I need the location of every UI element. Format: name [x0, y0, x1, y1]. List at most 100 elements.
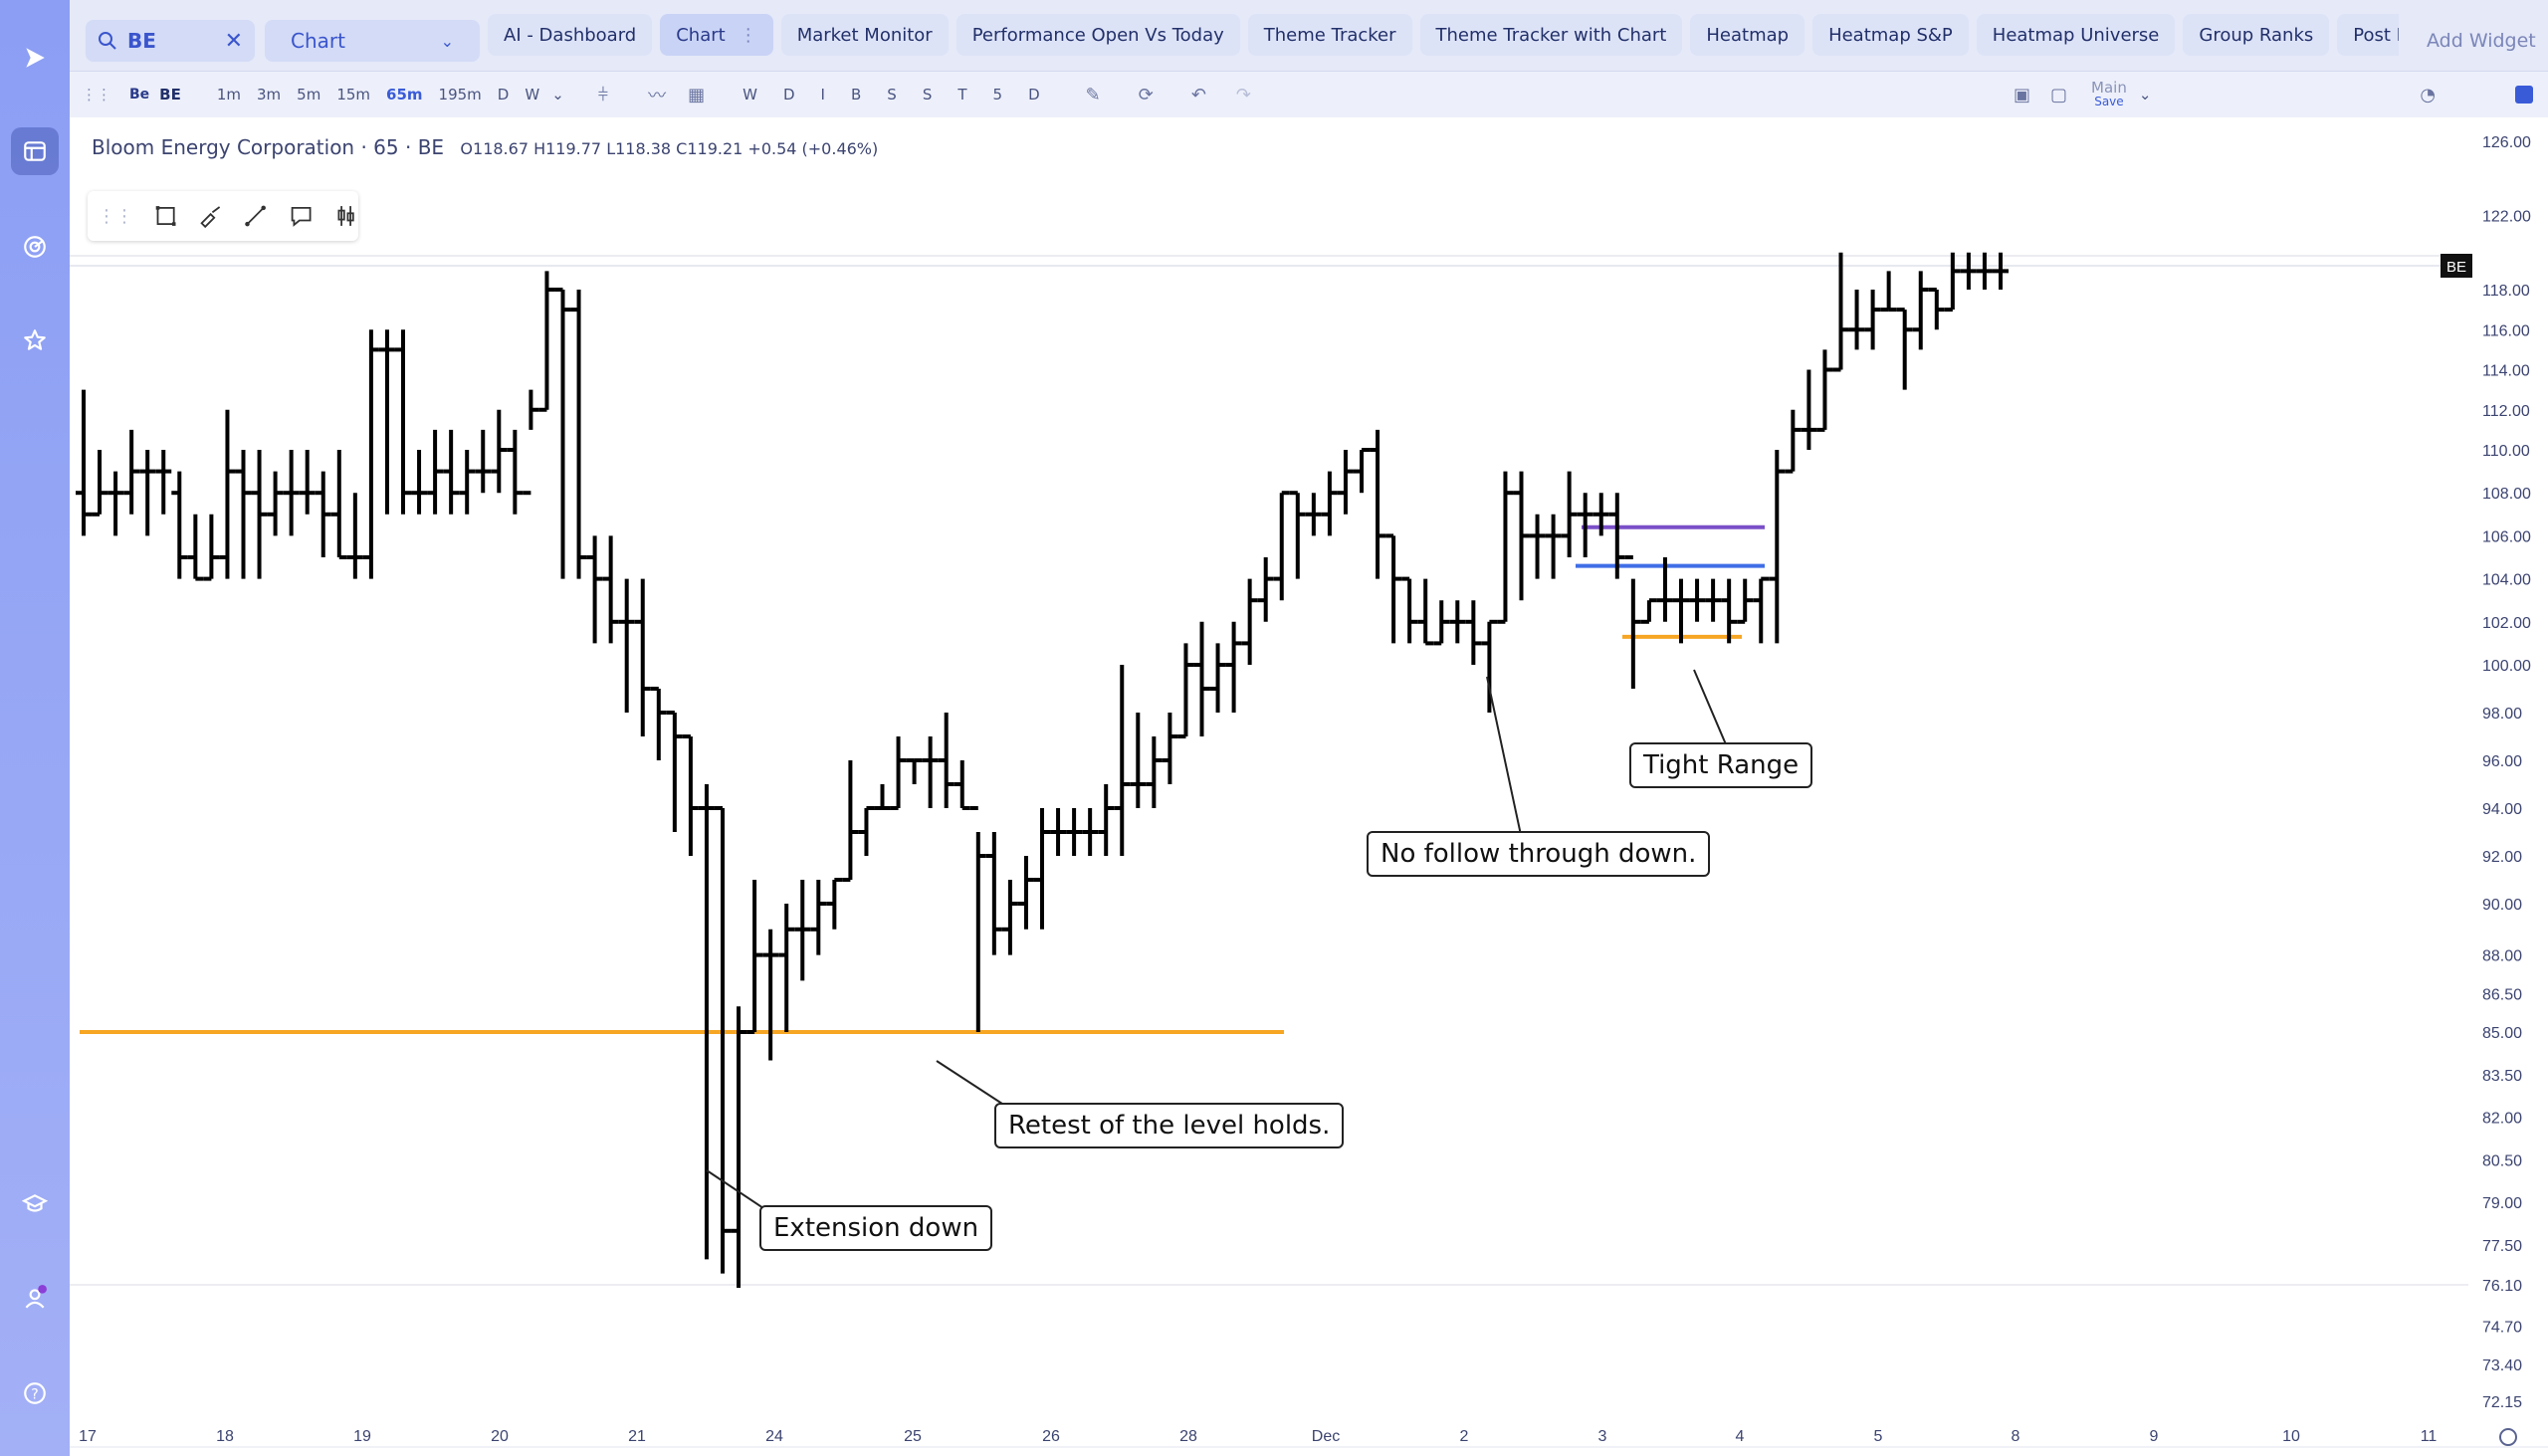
annotation-no-follow-through[interactable]: No follow through down.	[1367, 831, 1711, 877]
tab-market-monitor[interactable]: Market Monitor	[780, 14, 949, 56]
ohlc-bar	[362, 329, 379, 579]
timeframe-W[interactable]: W	[525, 86, 540, 104]
logo-play-icon[interactable]	[11, 34, 59, 82]
callout-tool-icon[interactable]	[289, 202, 314, 230]
ohlc-bar	[906, 758, 923, 784]
ohlc-bar	[778, 904, 795, 1032]
last-price-tag-label: BE	[2446, 259, 2466, 276]
study-toggle-3[interactable]: B	[850, 86, 862, 104]
undo-icon[interactable]: ↶	[1190, 84, 1206, 105]
ohlc-bar	[1449, 600, 1466, 644]
timeframe-5m[interactable]: 5m	[297, 86, 321, 104]
rectangle-tool-icon[interactable]	[153, 202, 178, 230]
ohlc-bar	[1497, 471, 1514, 624]
study-toggle-0[interactable]: W	[743, 86, 757, 104]
bar-type-icon[interactable]: ⫩	[597, 84, 609, 105]
x-tick-label: 18	[216, 1428, 234, 1445]
tab-group-ranks[interactable]: Group Ranks	[2183, 14, 2330, 56]
layout-icon[interactable]: ▣	[2014, 84, 2031, 105]
tab-label: Chart	[676, 24, 726, 46]
clear-search-icon[interactable]: ✕	[224, 28, 243, 54]
ohlc-bar	[315, 471, 331, 557]
y-tick-label: 108.00	[2482, 486, 2531, 503]
ohlc-bar	[602, 535, 619, 644]
study-toggle-5[interactable]: S	[922, 86, 933, 104]
chart-panel[interactable]: 126.00 122.00 118.00 116.00 114.00 112.00 110.…	[70, 117, 2548, 1456]
pencil-icon[interactable]: ✎	[1085, 84, 1101, 105]
annotation-extension-down[interactable]: Extension down	[759, 1205, 993, 1251]
tab-label: Heatmap	[1706, 24, 1790, 46]
study-toggle-1[interactable]: D	[782, 86, 795, 104]
timeframe-D[interactable]: D	[497, 86, 510, 104]
ohlc-bar	[459, 450, 476, 515]
study-toggle-2[interactable]: I	[820, 86, 825, 104]
drag-handle-icon[interactable]: ⋮⋮	[82, 86, 111, 104]
price-chart[interactable]: 126.00 122.00 118.00 116.00 114.00 112.00 110.…	[70, 117, 2548, 1456]
tab-theme-tracker[interactable]: Theme Tracker	[1247, 14, 1412, 56]
ohlc-bar	[1608, 493, 1625, 579]
search-input[interactable]: BE ✕	[86, 20, 255, 62]
help-icon[interactable]: ?	[11, 1369, 59, 1417]
radar-icon[interactable]	[11, 223, 59, 271]
ohlc-bar	[76, 389, 92, 536]
layout-save-group[interactable]: Main Save	[2091, 81, 2127, 109]
timeframe-dropdown-icon[interactable]: ⌄	[551, 86, 564, 104]
x-tick-label: 24	[765, 1428, 783, 1445]
indicators-icon[interactable]: 〰	[648, 86, 667, 106]
dashboard-icon[interactable]	[11, 127, 59, 175]
candles-tool-icon[interactable]	[333, 202, 358, 230]
ohlc-bar	[203, 514, 220, 581]
folder-icon[interactable]: ▢	[2050, 84, 2068, 105]
left-rail: ?	[0, 0, 70, 1456]
redo-icon[interactable]: ↷	[1235, 84, 1251, 105]
study-toggle-8[interactable]: D	[1028, 86, 1040, 104]
timeframe-3m[interactable]: 3m	[257, 86, 282, 104]
tab-ai-dashboard[interactable]: AI - Dashboard	[488, 14, 653, 56]
star-icon[interactable]	[11, 316, 59, 364]
ohlc-bar	[1066, 808, 1083, 856]
brush-tool-icon[interactable]	[198, 202, 223, 230]
trendline-tool-icon[interactable]	[243, 202, 268, 230]
timeframe-65m[interactable]: 65m	[386, 86, 423, 104]
education-icon[interactable]	[11, 1180, 59, 1228]
timeframe-1m[interactable]: 1m	[216, 86, 242, 104]
tab-theme-tracker-with-chart[interactable]: Theme Tracker with Chart	[1419, 14, 1683, 56]
add-widget-button[interactable]: Add Widget 🔔︎	[2409, 20, 2548, 62]
tab-menu-icon[interactable]: ⋮	[739, 24, 757, 46]
tab-heatmap-universe[interactable]: Heatmap Universe	[1976, 14, 2176, 56]
annotation-tight-range[interactable]: Tight Range	[1629, 742, 1813, 788]
tab-post-move[interactable]: Post Move	[2337, 14, 2399, 56]
refresh-icon[interactable]: ⟳	[1138, 84, 1154, 105]
tab-heatmap-s-p[interactable]: Heatmap S&P	[1812, 14, 1969, 56]
replay-icon[interactable]: ◔	[2420, 84, 2437, 105]
drag-handle-icon[interactable]: ⋮⋮	[98, 205, 133, 227]
ohlc-bar	[1785, 409, 1802, 474]
study-toggle-7[interactable]: 5	[992, 86, 1003, 104]
ohlc-bar	[1177, 643, 1194, 738]
tab-performance-open-vs-today[interactable]: Performance Open Vs Today	[956, 14, 1240, 56]
y-tick-label: 106.00	[2482, 528, 2531, 545]
view-mode-select[interactable]: Chart ⌄	[265, 20, 480, 62]
tab-chart[interactable]: Chart ⋮	[660, 14, 773, 56]
settings-gear-icon[interactable]	[2499, 1428, 2517, 1446]
templates-icon[interactable]: ▦	[688, 84, 706, 105]
study-toggle-6[interactable]: T	[957, 86, 967, 104]
save-label[interactable]: Save	[2094, 95, 2124, 108]
annotation-retest[interactable]: Retest of the level holds.	[994, 1103, 1345, 1148]
layout-dropdown-icon[interactable]: ⌄	[2138, 86, 2152, 104]
timeframe-195m[interactable]: 195m	[438, 86, 482, 104]
ohlc-bar	[395, 329, 411, 515]
toolbar-symbol[interactable]: BE	[159, 86, 181, 104]
study-toggle-4[interactable]: S	[887, 86, 897, 104]
fullscreen-icon[interactable]	[2515, 86, 2534, 104]
ohlc-bar	[1769, 450, 1786, 644]
timeframe-15m[interactable]: 15m	[336, 86, 371, 104]
ohlc-bar	[650, 687, 667, 760]
ohlc-bar	[1257, 557, 1274, 622]
x-tick-label: 21	[628, 1428, 646, 1445]
tab-heatmap[interactable]: Heatmap	[1690, 14, 1805, 56]
ohlc-bar	[267, 471, 284, 536]
profile-icon[interactable]	[11, 1274, 59, 1322]
ohlc-bar	[969, 806, 986, 1032]
